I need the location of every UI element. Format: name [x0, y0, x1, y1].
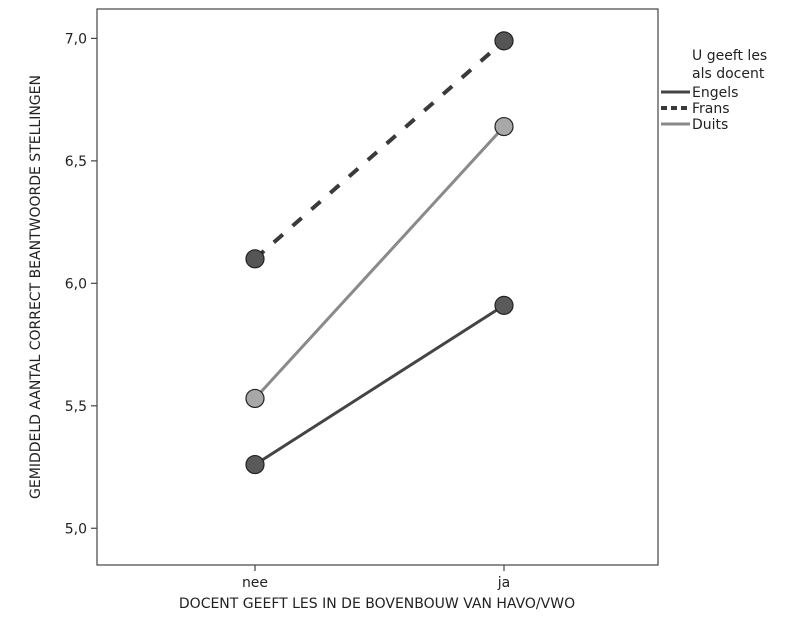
- y-tick-label: 6,5: [65, 154, 87, 170]
- data-point-engels: [494, 295, 514, 315]
- data-point-duits: [245, 388, 265, 409]
- y-tick-label: 6,0: [65, 276, 87, 292]
- legend-label-frans: Frans: [692, 101, 730, 117]
- series-line-frans: [253, 39, 506, 261]
- series-group: [245, 31, 514, 475]
- legend-title-line-1: U geeft les: [692, 48, 767, 64]
- x-axis: nee ja: [242, 565, 510, 591]
- x-tick-label: ja: [497, 575, 510, 591]
- y-tick-label: 5,5: [65, 399, 87, 415]
- y-axis: 5,0 5,5 6,0 6,5 7,0: [65, 31, 97, 537]
- data-point-duits: [494, 116, 514, 137]
- legend-label-engels: Engels: [692, 85, 738, 101]
- y-tick-label: 5,0: [65, 521, 87, 537]
- x-tick-label: nee: [242, 575, 268, 591]
- series-line-duits: [253, 125, 506, 400]
- y-axis-title: GEMIDDELD AANTAL CORRECT BEANTWOORDE STE…: [28, 75, 44, 499]
- data-point-frans: [494, 31, 514, 51]
- legend-label-duits: Duits: [692, 117, 728, 133]
- series-line-engels: [254, 304, 505, 466]
- legend-title-line-2: als docent: [692, 66, 765, 82]
- data-point-frans: [245, 249, 265, 269]
- plot-frame: [96, 8, 659, 566]
- y-tick-label: 7,0: [65, 31, 87, 47]
- data-point-engels: [245, 454, 265, 475]
- x-axis-title: DOCENT GEEFT LES IN DE BOVENBOUW VAN HAV…: [179, 596, 575, 612]
